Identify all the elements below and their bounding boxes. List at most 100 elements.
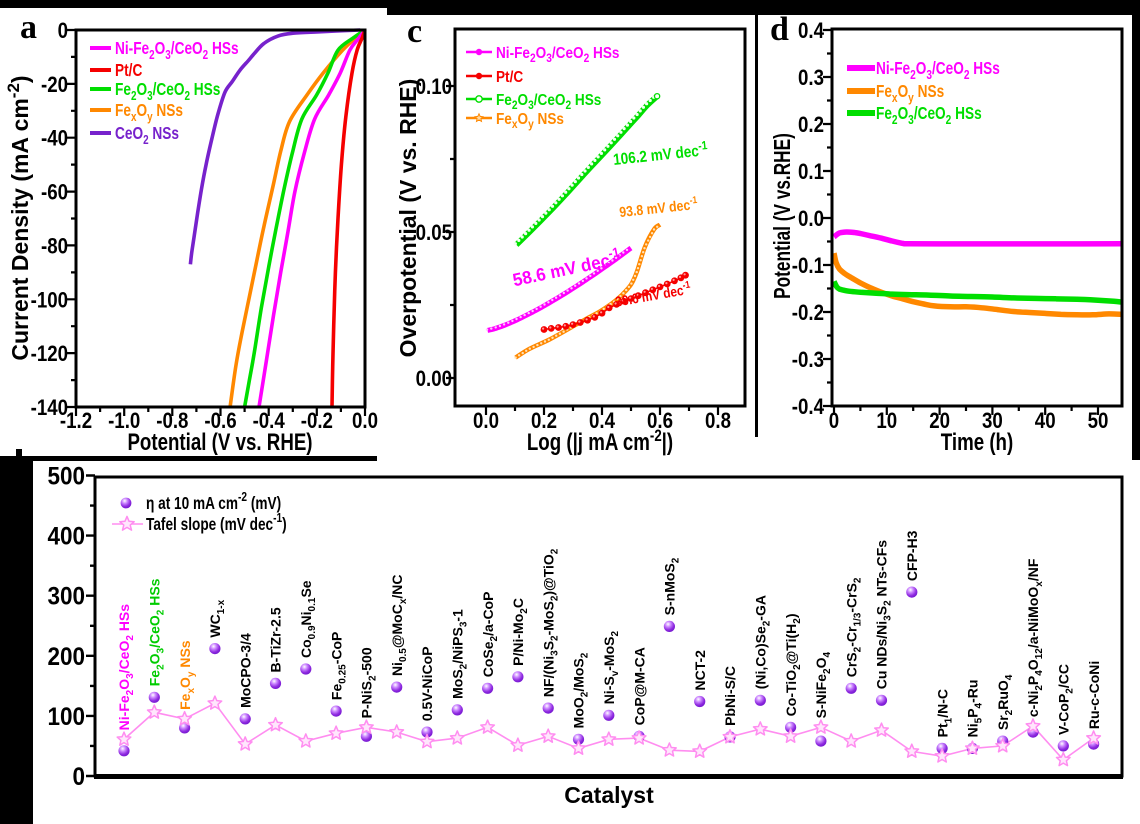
svg-text:0.8: 0.8 [705,410,731,434]
svg-text:10: 10 [876,410,897,434]
svg-text:Ni-Fe2​O3​/CeO2​ HSs: Ni-Fe2​O3​/CeO2​ HSs [116,604,136,731]
svg-text:Fe0.25​-CoP: Fe0.25​-CoP [328,632,348,700]
svg-text:P/Ni-Mo2​C: P/Ni-Mo2​C [510,598,530,666]
svg-text:Ni-Fe2​O3​/CeO2​ HSs: Ni-Fe2​O3​/CeO2​ HSs [496,45,619,65]
svg-text:B-TiZr-2.5: B-TiZr-2.5 [268,607,284,672]
svg-text:-0.8: -0.8 [156,410,188,434]
svg-text:η at 10 mA cm-2​ (mV): η at 10 mA cm-2​ (mV) [146,490,281,514]
svg-text:30: 30 [982,410,1003,434]
svg-text:Fe2​O3​/CeO2​ HSs: Fe2​O3​/CeO2​ HSs [876,105,982,128]
svg-text:-20: -20 [41,74,68,98]
svg-text:93.8 mV dec-1​: 93.8 mV dec-1​ [618,194,698,220]
svg-text:0.2: 0.2 [798,114,824,138]
svg-text:Log (|j mA cm-2​|): Log (|j mA cm-2​|) [527,427,673,456]
svg-text:0: 0 [72,763,85,791]
svg-text:Ni-Fe2​O3​/CeO2​ HSs: Ni-Fe2​O3​/CeO2​ HSs [115,39,239,62]
svg-text:Pt/C: Pt/C [496,69,523,86]
svg-text:CFP-H3: CFP-H3 [904,530,920,581]
svg-text:-0.2: -0.2 [301,410,333,434]
svg-text:50: 50 [1088,410,1109,434]
svg-text:106.2 mV dec-1​: 106.2 mV dec-1​ [612,139,709,169]
svg-text:V-CoP2​/CC: V-CoP2​/CC [1056,664,1076,735]
svg-text:NCT-2: NCT-2 [692,650,708,691]
svg-text:Fe2​O3​/CeO2​ HSs: Fe2​O3​/CeO2​ HSs [496,92,601,112]
svg-text:500: 500 [47,462,85,490]
svg-text:300: 300 [47,583,85,611]
svg-text:0.1: 0.1 [798,161,824,185]
svg-text:CoSe2​/a-CoP: CoSe2​/a-CoP [480,592,500,678]
svg-text:100: 100 [47,703,85,731]
svg-text:Current Density (mA cm-2​): Current Density (mA cm-2​) [4,75,33,360]
svg-text:0.00: 0.00 [416,368,452,392]
svg-text:S-NiFe2​O4​: S-NiFe2​O4​ [813,652,833,719]
svg-text:-1.0: -1.0 [108,410,140,434]
svg-text:-1.2: -1.2 [60,410,92,434]
svg-text:20: 20 [929,410,950,434]
svg-text:Fe2​O3​/CeO2​ HSs: Fe2​O3​/CeO2​ HSs [115,80,220,103]
svg-text:0.0: 0.0 [798,208,824,232]
svg-text:0.0: 0.0 [473,410,499,434]
svg-text:-0.3: -0.3 [792,349,824,373]
svg-text:39.6 mV dec-1​: 39.6 mV dec-1​ [614,279,692,310]
svg-text:200: 200 [47,643,85,671]
svg-text:Fe2​O3​/CeO2​ HSs: Fe2​O3​/CeO2​ HSs [147,578,167,686]
svg-text:Ru-c-CoNi: Ru-c-CoNi [1086,661,1102,729]
svg-text:(Ni,Co)Se2​-GA: (Ni,Co)Se2​-GA [753,595,773,689]
svg-text:Pt1​/N-C: Pt1​/N-C [934,689,954,737]
svg-text:-100: -100 [31,289,68,313]
svg-text:-120: -120 [31,343,68,367]
svg-text:CoP@M-CA: CoP@M-CA [631,647,647,725]
svg-text:-0.6: -0.6 [204,410,236,434]
svg-text:-0.2: -0.2 [792,302,824,326]
svg-text:Potential (V vs.RHE): Potential (V vs.RHE) [771,133,796,299]
svg-text:Ni-Fe2​O3​/CeO2​ HSs: Ni-Fe2​O3​/CeO2​ HSs [876,60,1000,83]
svg-text:c-Ni2​P4​O12​/a-NiMoOx​/NF: c-Ni2​P4​O12​/a-NiMoOx​/NF [1025,558,1045,717]
svg-text:0.6: 0.6 [647,410,673,434]
svg-text:-60: -60 [41,181,68,205]
svg-text:Cu NDs/Ni3​S2​ NTs-CFs: Cu NDs/Ni3​S2​ NTs-CFs [874,540,894,690]
svg-text:58.6 mV dec-1​: 58.6 mV dec-1​ [510,245,622,291]
svg-text:-0.1: -0.1 [792,255,824,279]
svg-text:Ni0.5​@MoCx​/NC: Ni0.5​@MoCx​/NC [389,574,409,676]
svg-text:a: a [20,9,37,46]
svg-text:0.05: 0.05 [416,222,452,246]
svg-text:Pt/C: Pt/C [115,61,143,80]
svg-text:0.3: 0.3 [798,67,824,91]
svg-text:0.4: 0.4 [798,20,825,44]
svg-text:40: 40 [1035,410,1056,434]
svg-text:Catalyst: Catalyst [564,782,654,808]
svg-text:Fex​Oy​ NSs: Fex​Oy​ NSs [496,111,564,131]
svg-text:Co0.9​Ni0.1​Se: Co0.9​Ni0.1​Se [298,580,318,658]
svg-text:0.10: 0.10 [416,76,452,100]
svg-text:Potential (V vs. RHE): Potential (V vs. RHE) [127,429,312,456]
svg-text:Overpotential (V vs. RHE): Overpotential (V vs. RHE) [395,79,421,358]
svg-text:-0.4: -0.4 [253,410,286,434]
svg-text:0.5V-NiCoP: 0.5V-NiCoP [419,646,435,721]
svg-text:MoS2​/NiPS3​-1: MoS2​/NiPS3​-1 [450,609,470,699]
svg-text:0.2: 0.2 [531,410,557,434]
svg-text:-40: -40 [41,127,68,151]
svg-text:Time (h): Time (h) [941,429,1013,456]
svg-text:MoCPO-3/4: MoCPO-3/4 [237,633,253,708]
svg-text:Tafel slope (mV dec-1​): Tafel slope (mV dec-1​) [146,511,287,535]
svg-text:Fex​Oy​ NSs: Fex​Oy​ NSs [876,83,944,106]
svg-text:400: 400 [47,523,85,551]
svg-text:Ni5​P4​-Ru: Ni5​P4​-Ru [965,680,985,738]
svg-text:Sr2​RuO4​: Sr2​RuO4​ [995,674,1015,730]
svg-text:PbNi-S/C: PbNi-S/C [722,666,738,726]
svg-text:d: d [770,11,789,48]
svg-text:Co-TiO2​@Ti(H2​): Co-TiO2​@Ti(H2​) [783,613,803,716]
svg-text:CrS2​-Cr1/3​-CrS2​: CrS2​-Cr1/3​-CrS2​ [843,577,863,677]
svg-text:P-NiS2​-500: P-NiS2​-500 [359,647,379,718]
svg-text:Fex​Oy​ NSs: Fex​Oy​ NSs [177,640,197,710]
svg-text:-80: -80 [41,235,68,259]
svg-text:0.4: 0.4 [589,410,616,434]
svg-text:NF/(Ni3​S2​-MoS2​)@TiO2​: NF/(Ni3​S2​-MoS2​)@TiO2​ [540,548,560,697]
svg-text:0: 0 [58,20,68,44]
svg-text:S-nMoS2​: S-nMoS2​ [662,557,682,615]
svg-text:Fex​Oy​ NSs: Fex​Oy​ NSs [115,101,183,124]
svg-text:0: 0 [829,410,839,434]
svg-text:-140: -140 [31,397,68,421]
svg-text:CeO2​ NSs: CeO2​ NSs [115,124,179,147]
svg-text:0.0: 0.0 [352,410,378,434]
